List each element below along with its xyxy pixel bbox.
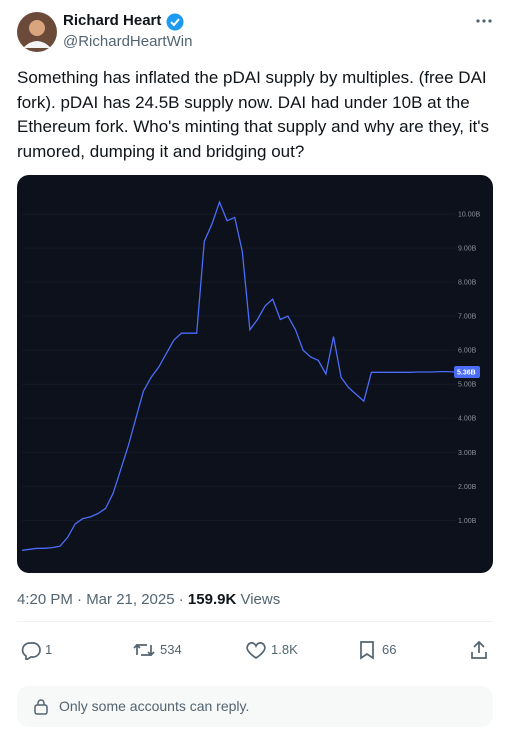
timestamp[interactable]: 4:20 PM · Mar 21, 2025 · <box>17 591 184 608</box>
like-icon[interactable] <box>245 640 267 660</box>
tweet-text: Something has inflated the pDAI supply b… <box>17 68 489 161</box>
y-tick-label: 10.00B <box>458 212 481 219</box>
y-tick-label: 8.00B <box>458 280 477 287</box>
lock-icon <box>34 699 48 715</box>
reply-notice: Only some accounts can reply. <box>17 686 493 727</box>
bookmark-icon[interactable] <box>358 640 376 660</box>
views-count: 159.9K <box>187 591 237 608</box>
y-tick-label: 1.00B <box>458 518 477 525</box>
avatar[interactable] <box>17 12 57 52</box>
chart-image[interactable]: 1.00B 2.00B 3.00B 4.00B 5.00B 6.00B 7.00B 8.00B… <box>17 175 493 573</box>
data-line <box>21 200 456 551</box>
y-tick-label: 6.00B <box>458 348 477 355</box>
last-value-label: 5.36B <box>457 369 476 376</box>
repost-icon[interactable] <box>133 640 155 660</box>
y-tick-label: 5.00B <box>458 382 477 389</box>
repost-count[interactable]: 534 <box>160 642 182 657</box>
chart: 1.00B 2.00B 3.00B 4.00B 5.00B 6.00B 7.00B 8.00B… <box>21 200 481 551</box>
y-tick-label: 9.00B <box>458 246 477 253</box>
y-tick-label: 3.00B <box>458 450 477 457</box>
verified-badge <box>166 13 184 31</box>
reply-notice-text: Only some accounts can reply. <box>59 698 250 714</box>
divider <box>17 621 493 622</box>
author-name[interactable]: Richard Heart <box>63 12 162 29</box>
tweet-meta: 4:20 PM · Mar 21, 2025 · 159.9K Views <box>17 591 280 608</box>
more-button[interactable] <box>475 14 493 28</box>
y-tick-label: 4.00B <box>458 416 477 423</box>
views-label: Views <box>240 591 281 608</box>
author-handle[interactable]: @RichardHeartWin <box>63 33 193 50</box>
bookmark-count[interactable]: 66 <box>382 642 397 657</box>
y-tick-label: 7.00B <box>458 314 477 321</box>
like-count[interactable]: 1.8K <box>271 642 298 657</box>
reply-icon[interactable] <box>21 640 41 660</box>
share-icon[interactable] <box>469 640 489 660</box>
last-value-badge <box>454 365 480 378</box>
reply-count[interactable]: 1 <box>45 642 53 657</box>
y-tick-label: 2.00B <box>458 484 477 491</box>
